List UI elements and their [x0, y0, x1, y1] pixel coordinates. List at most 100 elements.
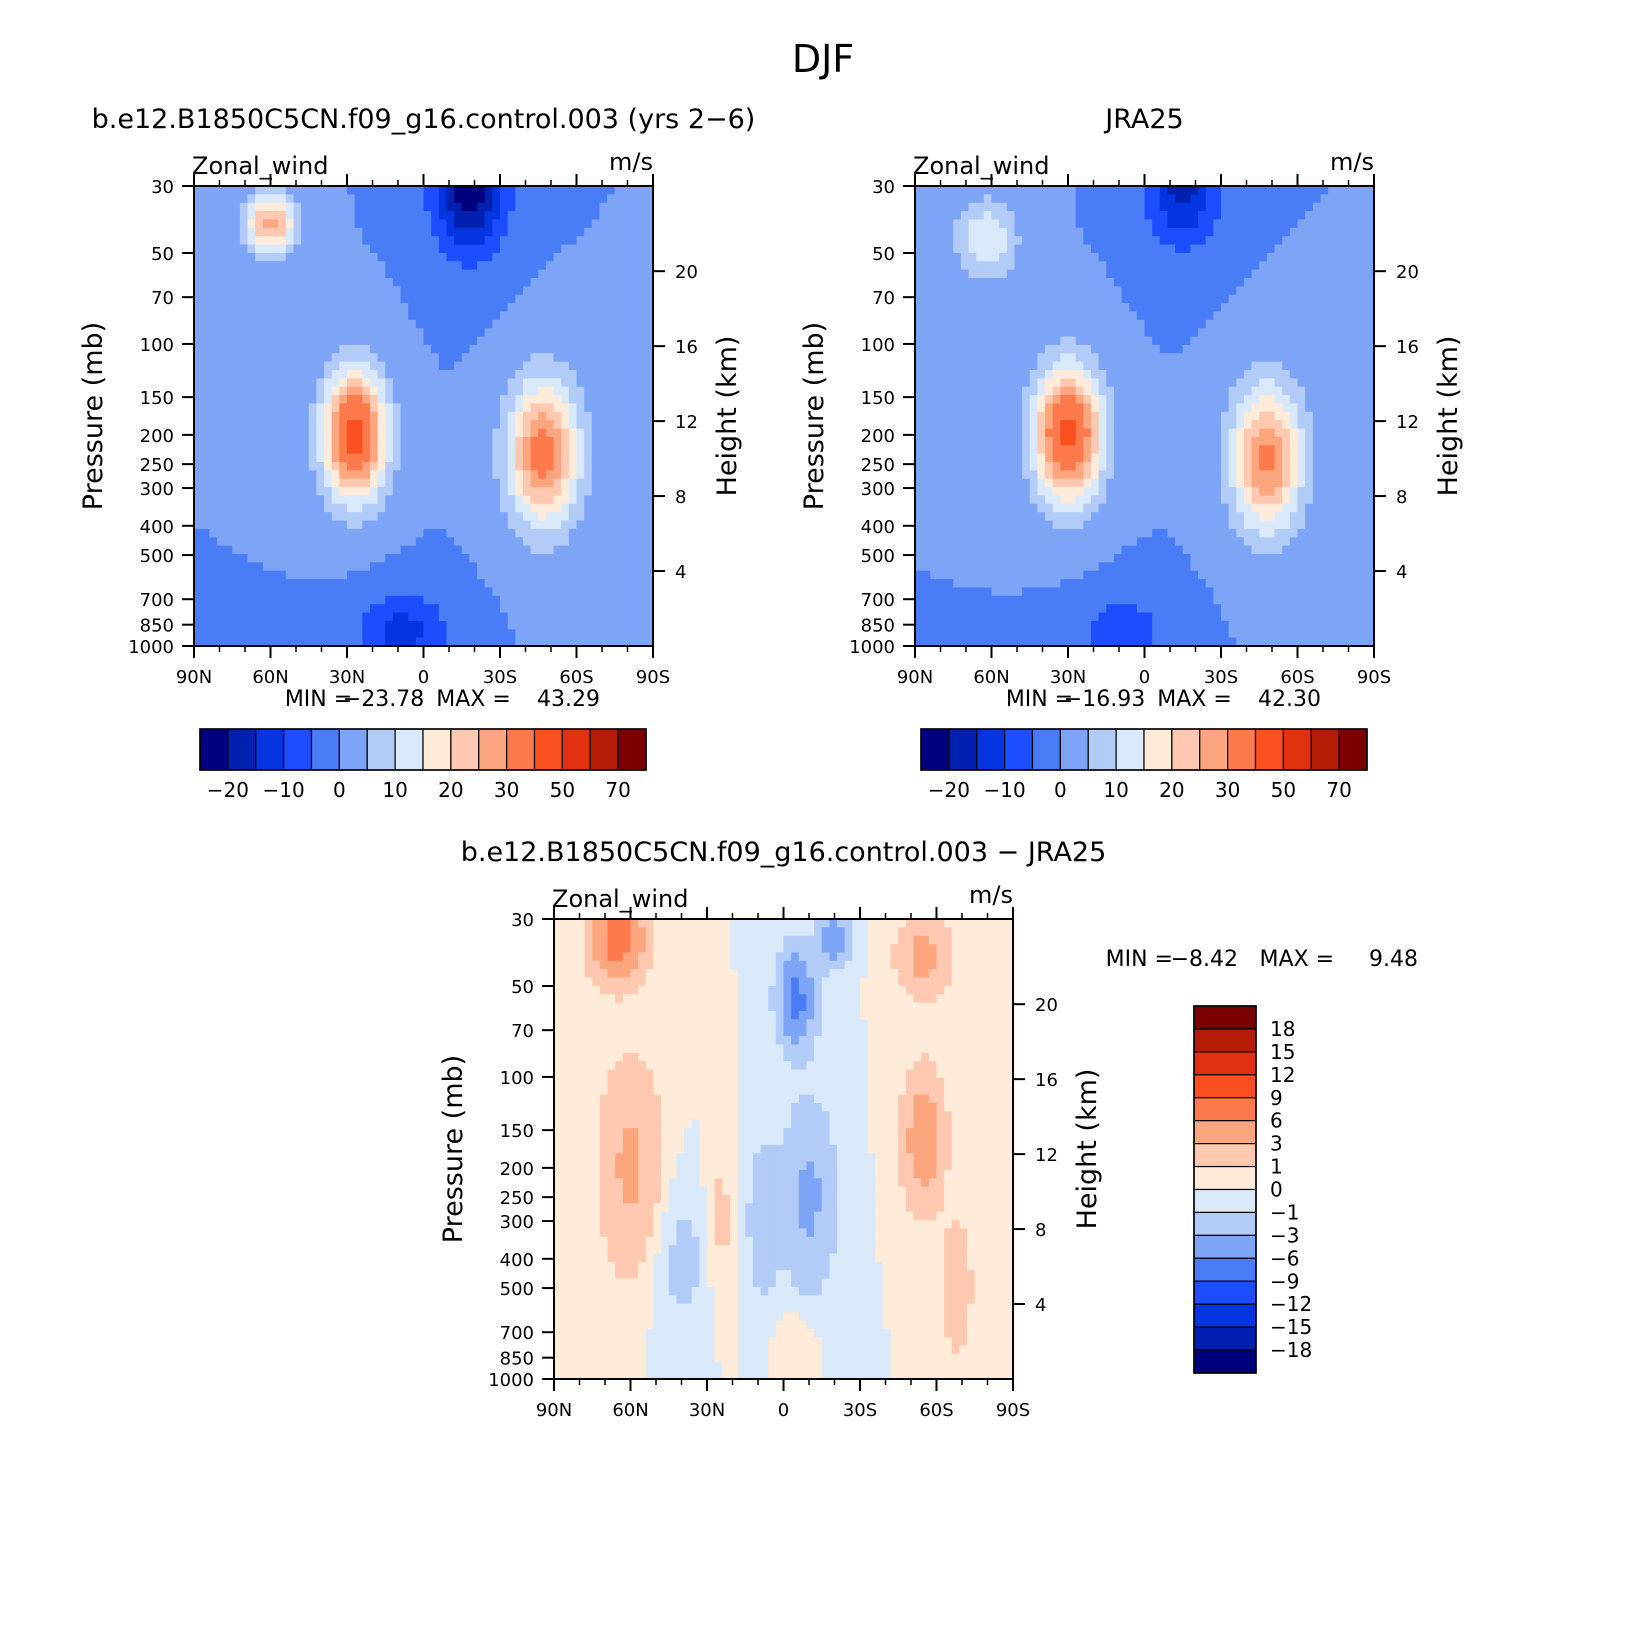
contour-cell	[209, 512, 218, 522]
contour-cell	[1167, 336, 1176, 346]
contour-cell	[1098, 395, 1107, 405]
contour-cell	[285, 328, 295, 338]
contour-cell	[1351, 227, 1360, 237]
contour-cell	[270, 236, 279, 246]
contour-cell	[622, 520, 631, 530]
contour-cell	[377, 512, 386, 522]
contour-cell	[301, 286, 310, 296]
contour-cell	[1320, 219, 1329, 229]
contour-cell	[999, 370, 1008, 379]
contour-cell	[239, 612, 249, 622]
contour-cell	[354, 227, 363, 237]
contour-cell	[561, 378, 570, 388]
contour-cell	[1274, 361, 1283, 371]
contour-cell	[1129, 236, 1138, 246]
contour-cell	[522, 579, 532, 589]
contour-cell	[1045, 244, 1054, 254]
contour-cell	[1335, 236, 1344, 246]
contour-cell	[293, 436, 302, 446]
contour-cell	[469, 261, 478, 271]
contour-cell	[1083, 236, 1092, 246]
contour-cell	[1274, 227, 1283, 237]
contour-cell	[301, 370, 310, 379]
contour-cell	[1259, 261, 1268, 271]
contour-cell	[1121, 286, 1130, 296]
contour-cell	[477, 570, 486, 580]
contour-cell	[1052, 219, 1061, 229]
contour-cell	[1014, 378, 1023, 388]
contour-cell	[492, 386, 501, 396]
contour-cell	[1129, 252, 1138, 262]
contour-cell	[270, 587, 279, 597]
contour-cell	[385, 470, 394, 480]
contour-cell	[308, 278, 317, 287]
contour-cell	[262, 411, 272, 421]
contour-cell	[262, 570, 272, 580]
contour-cell	[331, 453, 340, 463]
contour-cell	[423, 604, 432, 614]
contour-cell	[522, 528, 532, 538]
contour-cell	[354, 261, 363, 271]
contour-cell	[1136, 294, 1146, 304]
contour-cell	[216, 537, 226, 547]
contour-cell	[446, 470, 455, 480]
contour-cell	[607, 386, 616, 396]
contour-cell	[454, 386, 463, 396]
contour-cell	[976, 278, 985, 287]
contour-cell	[400, 311, 409, 321]
contour-cell	[224, 278, 233, 287]
contour-cell	[477, 403, 486, 413]
contour-cell	[1251, 395, 1260, 405]
contour-cell	[1022, 194, 1031, 204]
contour-cell	[255, 328, 264, 338]
contour-cell	[1198, 286, 1207, 296]
contour-cell	[522, 278, 532, 287]
contour-cell	[599, 319, 608, 329]
contour-cell	[201, 637, 210, 647]
contour-cell	[331, 236, 340, 246]
contour-cell	[1045, 319, 1054, 329]
contour-cell	[216, 528, 226, 538]
contour-cell	[1060, 227, 1069, 237]
contour-cell	[960, 370, 970, 379]
contour-cell	[308, 562, 317, 572]
contour-cell	[1328, 294, 1337, 304]
contour-cell	[362, 269, 371, 279]
contour-cell	[630, 570, 639, 580]
contour-cell	[1037, 269, 1046, 279]
contour-cell	[1129, 378, 1138, 388]
contour-cell	[392, 286, 402, 296]
contour-cell	[324, 445, 333, 455]
contour-cell	[377, 194, 386, 204]
contour-cell	[1129, 211, 1138, 221]
contour-cell	[630, 211, 639, 221]
contour-cell	[454, 278, 463, 287]
contour-cell	[1343, 186, 1352, 195]
contour-cell	[976, 252, 985, 262]
contour-cell	[960, 186, 970, 195]
contour-cell	[270, 478, 279, 488]
contour-cell	[507, 595, 516, 605]
contour-cell	[224, 445, 233, 455]
contour-cell	[607, 344, 616, 354]
contour-cell	[477, 428, 486, 438]
contour-cell	[515, 545, 524, 555]
contour-cell	[262, 378, 272, 388]
contour-cell	[484, 211, 493, 221]
contour-cell	[1121, 219, 1130, 229]
contour-cell	[347, 211, 356, 221]
contour-cell	[922, 328, 931, 338]
contour-cell	[1259, 311, 1268, 321]
contour-cell	[937, 294, 947, 304]
contour-cell	[377, 453, 386, 463]
contour-cell	[293, 261, 302, 271]
contour-cell	[953, 319, 962, 329]
contour-cell	[953, 395, 962, 405]
contour-cell	[209, 436, 218, 446]
contour-cell	[1068, 361, 1077, 371]
contour-cell	[1297, 378, 1306, 388]
contour-cell	[301, 386, 310, 396]
contour-cell	[316, 378, 325, 388]
contour-cell	[431, 370, 440, 379]
contour-cell	[308, 227, 317, 237]
